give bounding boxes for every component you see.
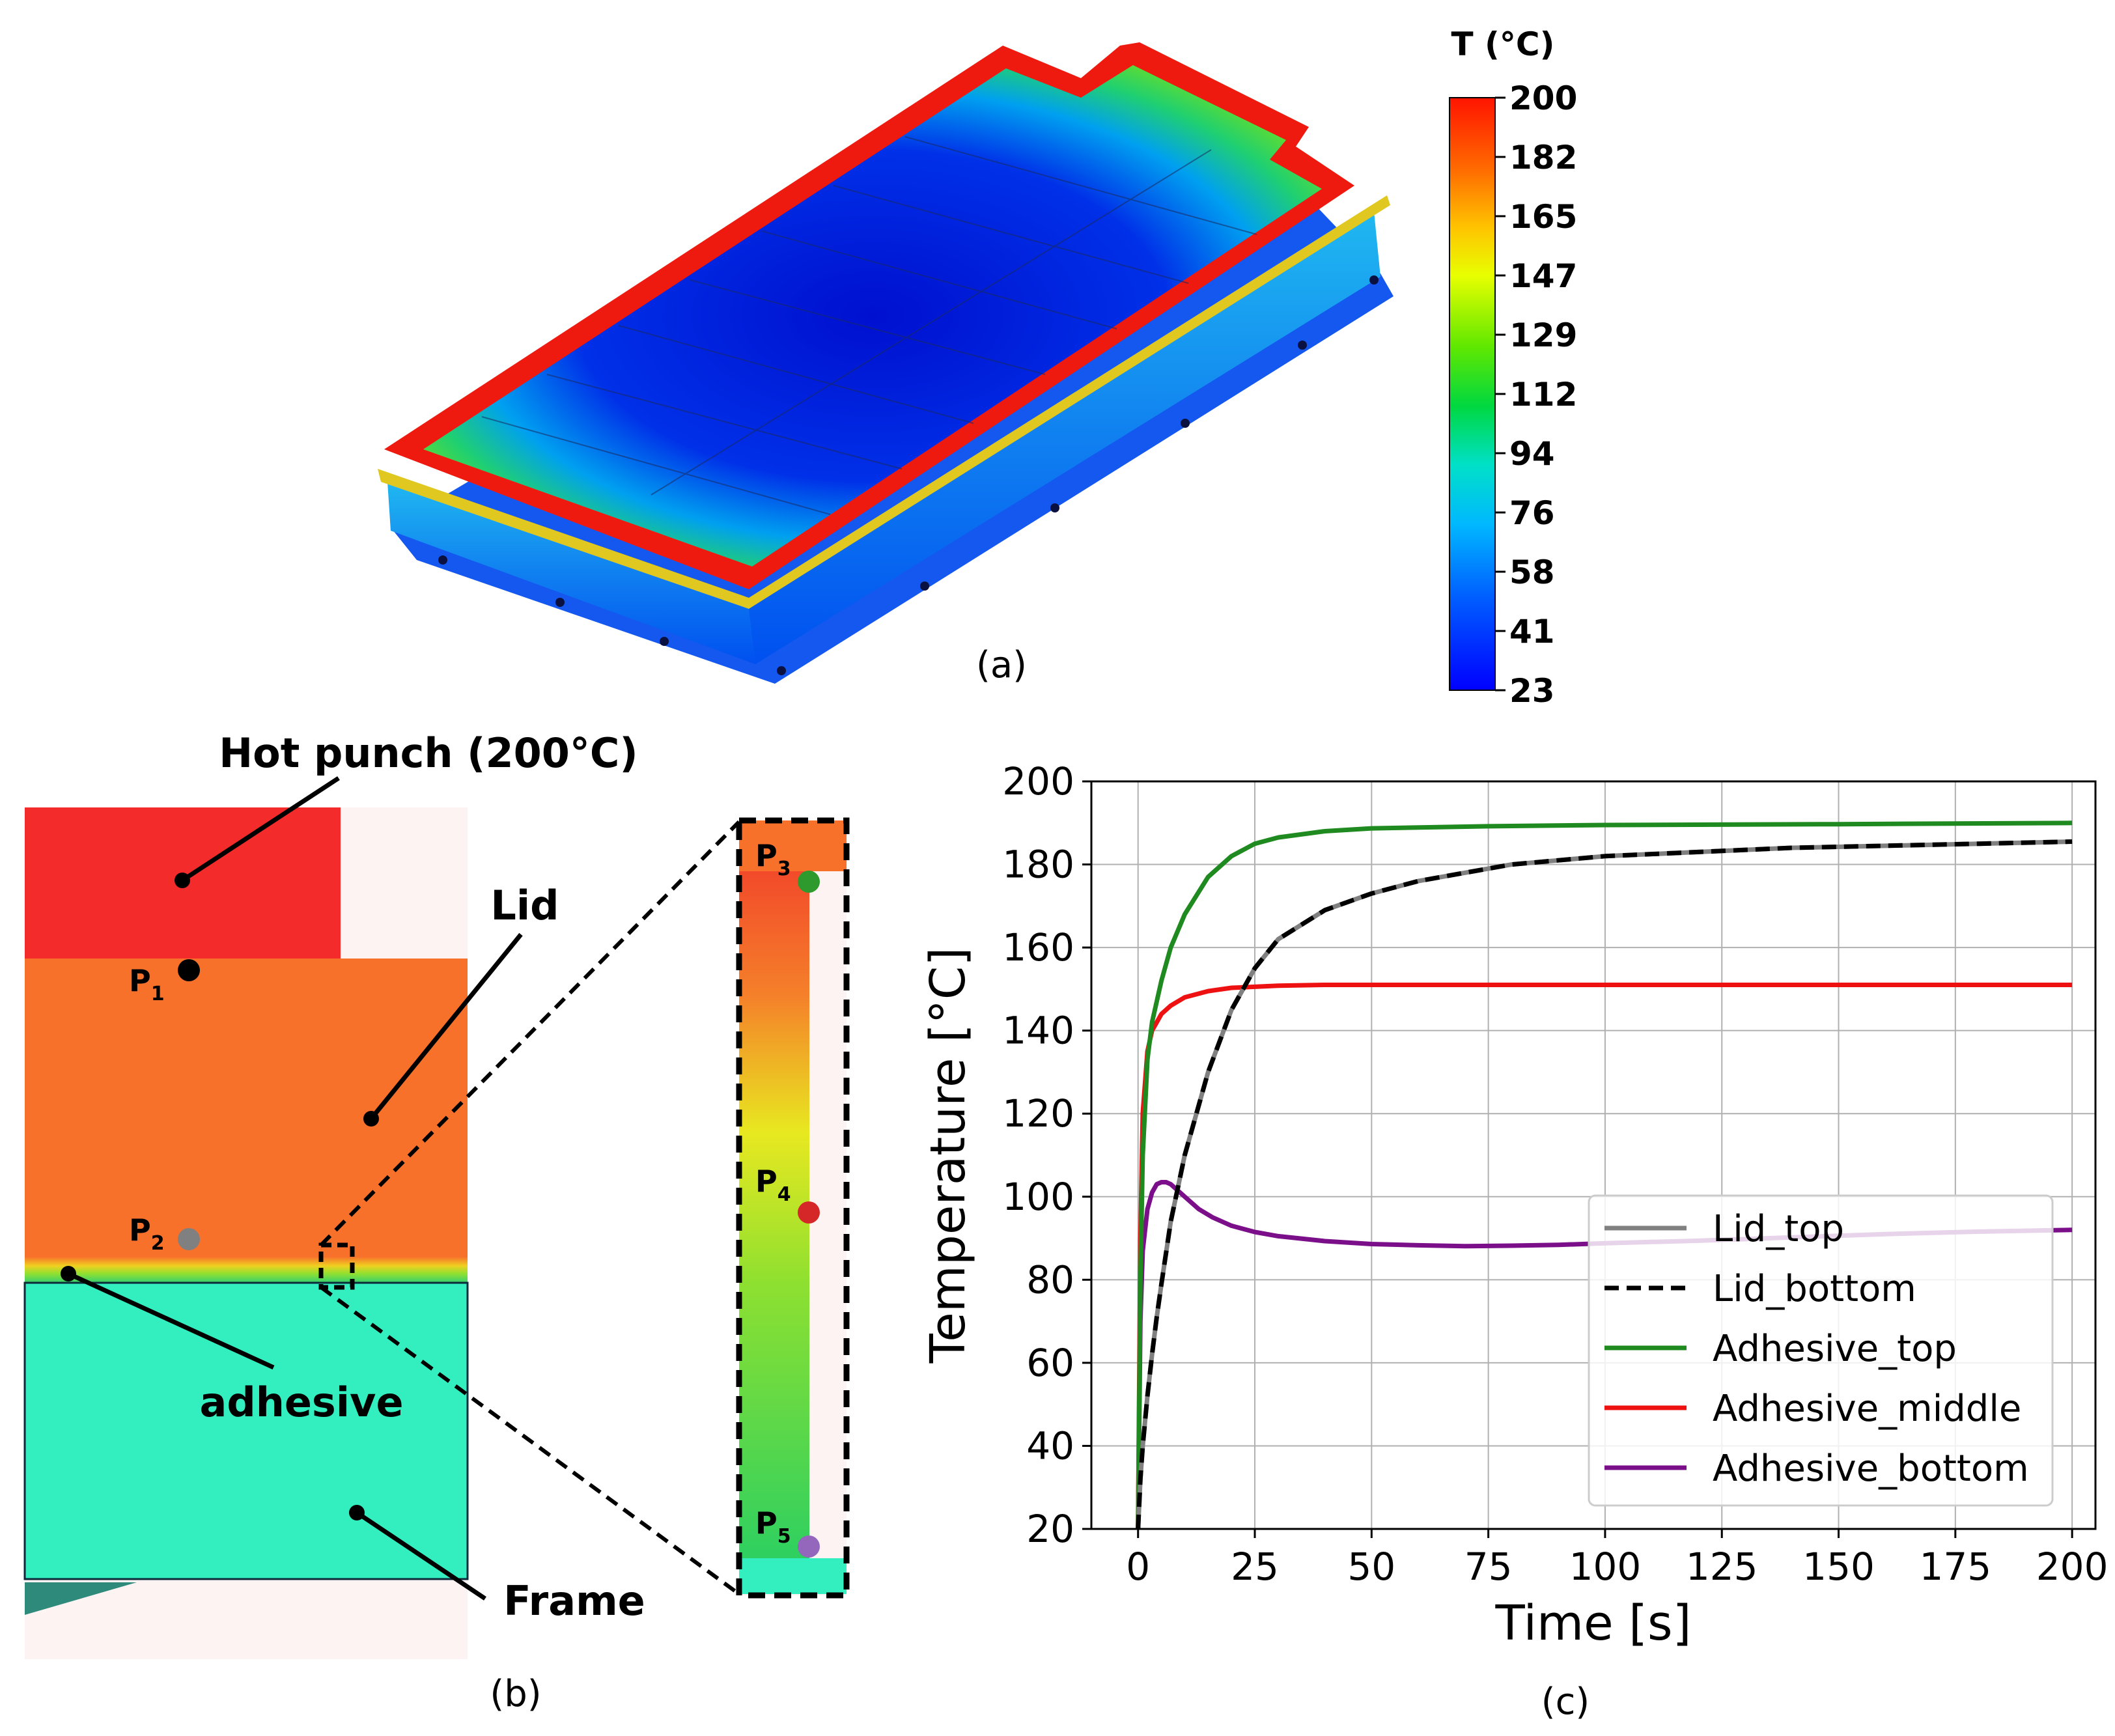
probe-label-p4: P4 bbox=[755, 1164, 791, 1206]
y-tick-label: 200 bbox=[1002, 759, 1074, 804]
colorbar-tick-label: 129 bbox=[1509, 316, 1577, 354]
y-tick-label: 180 bbox=[1002, 843, 1074, 887]
probe-label-p5: P5 bbox=[755, 1505, 791, 1548]
y-tick-label: 140 bbox=[1002, 1009, 1074, 1053]
x-tick-label: 125 bbox=[1686, 1545, 1758, 1589]
y-tick-label: 60 bbox=[1026, 1341, 1074, 1385]
zoom-source-box bbox=[318, 1242, 355, 1290]
zoom-connector-bottom bbox=[320, 1285, 740, 1596]
panel-b: Hot punch (200°C) Lid adhesive Frame P1 … bbox=[23, 729, 850, 1715]
x-tick-label: 175 bbox=[1919, 1545, 1991, 1589]
legend-label: Adhesive_top bbox=[1713, 1328, 1957, 1370]
x-tick-label: 100 bbox=[1569, 1545, 1642, 1589]
probe-point-p4 bbox=[798, 1201, 820, 1224]
colorbar-tick-label: 23 bbox=[1509, 672, 1555, 710]
y-tick-label: 40 bbox=[1026, 1423, 1074, 1468]
y-tick-label: 160 bbox=[1002, 925, 1074, 970]
x-tick-label: 200 bbox=[2036, 1545, 2108, 1589]
legend-box bbox=[1588, 1194, 2054, 1507]
lid-marker bbox=[363, 1111, 379, 1127]
hot-punch-marker bbox=[175, 873, 190, 888]
probe-point-p2 bbox=[178, 1228, 200, 1250]
probe-label-p2: P2 bbox=[129, 1212, 165, 1255]
series-line-adhesive-top bbox=[1136, 820, 2073, 1530]
colorbar-tick-label: 41 bbox=[1509, 613, 1555, 651]
adhesive-marker bbox=[61, 1266, 76, 1281]
x-axis-label: Time [s] bbox=[1495, 1595, 1692, 1651]
probe-point-p3 bbox=[798, 871, 820, 893]
frame-region bbox=[23, 1281, 469, 1580]
inset-frame bbox=[739, 1558, 847, 1594]
x-tick-label: 25 bbox=[1231, 1545, 1279, 1589]
chart-legend: Lid_top Lid_bottom Adhesive_top Adhesive_mi… bbox=[1588, 1194, 2054, 1507]
inset-adhesive bbox=[739, 871, 809, 1558]
plot-frame bbox=[1090, 780, 2097, 1530]
leader-lid bbox=[369, 932, 523, 1121]
colorbar-tick-label: 182 bbox=[1509, 139, 1577, 176]
lid-label: Lid bbox=[490, 882, 559, 929]
leader-adhesive bbox=[67, 1271, 275, 1370]
annotation-leaders bbox=[67, 776, 523, 1601]
zoom-connector-top bbox=[319, 820, 741, 1247]
x-tick-label: 0 bbox=[1126, 1545, 1150, 1589]
y-tick-label: 20 bbox=[1026, 1507, 1074, 1551]
adhesive-region bbox=[25, 1257, 468, 1283]
adhesive-zoom-inset bbox=[318, 817, 850, 1599]
battery-tray-3d-render bbox=[378, 42, 1394, 684]
legend-label: Lid_top bbox=[1713, 1208, 1844, 1250]
lid-region bbox=[25, 959, 468, 1257]
leader-hot-punch bbox=[181, 776, 340, 882]
panel-a-label: (a) bbox=[976, 644, 1027, 686]
frame-chamfer bbox=[25, 1582, 137, 1615]
tray-bolt-holes bbox=[438, 275, 1379, 675]
colorbar-tick-label: 112 bbox=[1509, 376, 1577, 413]
legend-label: Lid_bottom bbox=[1713, 1268, 1916, 1310]
frame-label: Frame bbox=[503, 1577, 645, 1625]
frame-marker bbox=[349, 1505, 365, 1520]
inset-border bbox=[736, 817, 850, 1599]
tray-front-wall bbox=[387, 482, 755, 664]
colorbar-tick-label: 147 bbox=[1509, 257, 1577, 295]
colorbar-gradient bbox=[1449, 97, 1496, 691]
probe-label-p1: P1 bbox=[129, 963, 165, 1005]
probe-point-p1 bbox=[178, 959, 200, 981]
colorbar-tick-label: 58 bbox=[1509, 553, 1555, 591]
x-tick-label: 75 bbox=[1464, 1545, 1513, 1589]
hot-punch-label: Hot punch (200°C) bbox=[219, 729, 637, 777]
temperature-chart: 0 25 50 75 100 125 150 175 200 20 40 60 80 100 120 140 1… bbox=[920, 759, 2108, 1651]
legend-label: Adhesive_bottom bbox=[1713, 1448, 2029, 1490]
chart-ticks: 0 25 50 75 100 125 150 175 200 20 40 60 80 100 120 140 1… bbox=[1002, 759, 2108, 1589]
y-tick-label: 100 bbox=[1002, 1175, 1074, 1219]
adhesive-label: adhesive bbox=[199, 1379, 403, 1426]
y-axis-label: Temperature [°C] bbox=[920, 947, 976, 1364]
panel-b-label: (b) bbox=[490, 1673, 541, 1715]
colorbar-ticks: 200 182 165 147 129 112 94 76 58 41 23 bbox=[1495, 79, 1577, 710]
legend-label: Adhesive_middle bbox=[1713, 1388, 2021, 1430]
y-tick-label: 80 bbox=[1026, 1257, 1074, 1302]
colorbar-tick-label: 94 bbox=[1509, 435, 1555, 473]
series-line-lid-bottom bbox=[1136, 839, 2073, 1530]
probe-point-p5 bbox=[798, 1535, 820, 1558]
y-tick-label: 120 bbox=[1002, 1091, 1074, 1136]
tray-panel-seams bbox=[481, 136, 1257, 515]
colorbar-tick-label: 165 bbox=[1509, 198, 1577, 236]
tray-side-wall bbox=[749, 212, 1380, 664]
x-tick-label: 50 bbox=[1347, 1545, 1395, 1589]
x-tick-label: 150 bbox=[1802, 1545, 1875, 1589]
panel-c-label: (c) bbox=[1541, 1681, 1590, 1723]
colorbar: T (°C) 200 182 165 147 129 112 94 76 58 41 23 bbox=[1449, 25, 1577, 710]
inset-lid bbox=[739, 820, 847, 871]
colorbar-tick-label: 76 bbox=[1509, 494, 1555, 532]
leader-frame bbox=[356, 1511, 486, 1601]
colorbar-tick-label: 200 bbox=[1509, 79, 1577, 117]
chart-series bbox=[1136, 820, 2073, 1530]
colorbar-title: T (°C) bbox=[1451, 25, 1555, 63]
probe-label-p3: P3 bbox=[755, 838, 791, 880]
panel-a: (a) T (°C) 200 182 165 147 129 112 94 76 58 41 23 bbox=[378, 25, 1577, 710]
